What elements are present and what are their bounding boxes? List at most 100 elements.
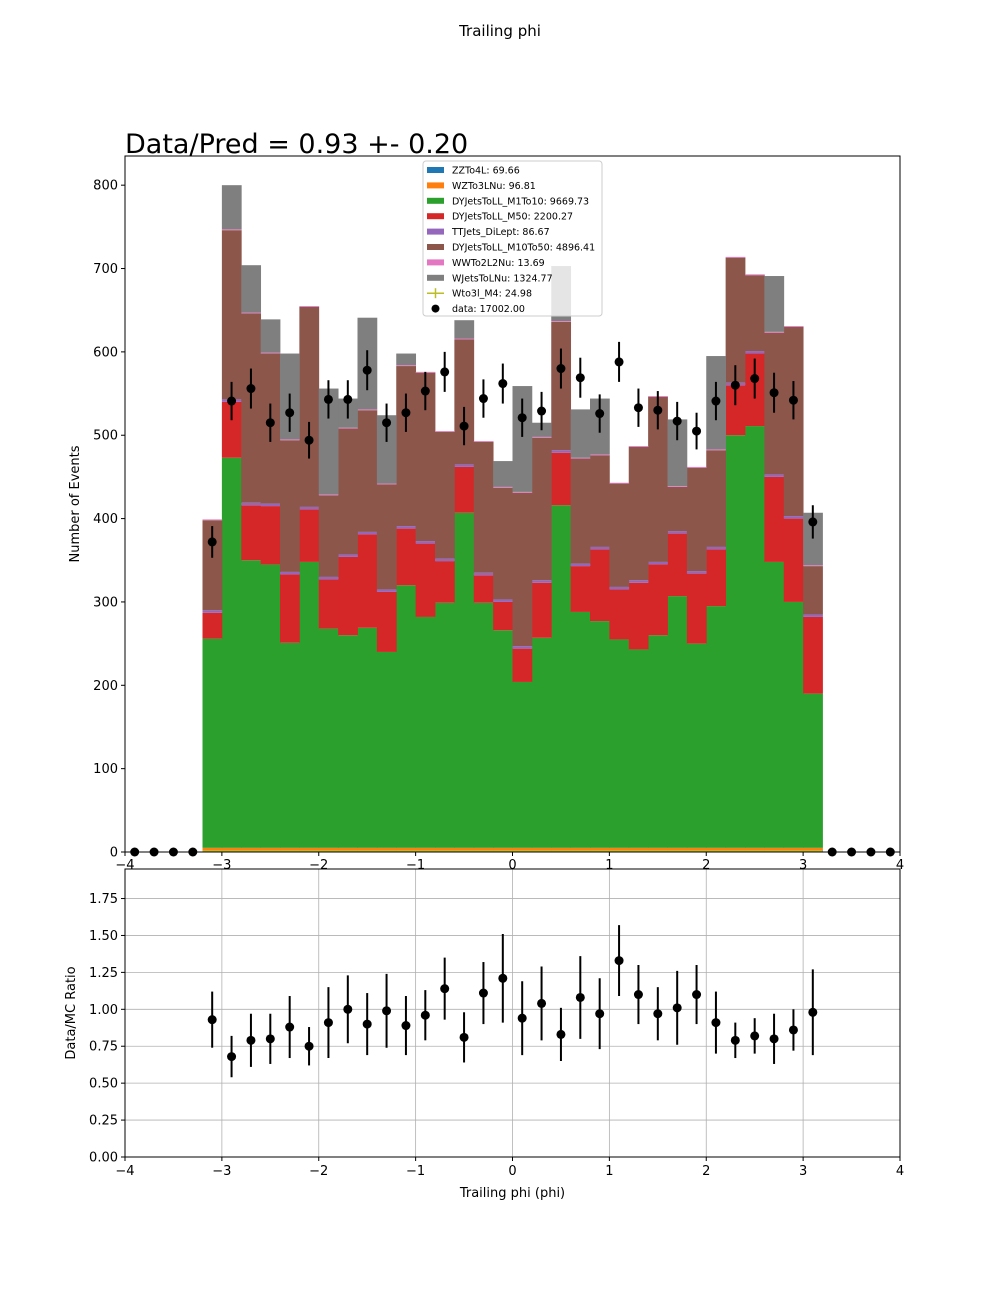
- bar: [609, 847, 630, 851]
- ratio-point: [246, 1035, 256, 1045]
- bar: [706, 546, 727, 550]
- data-point: [478, 394, 488, 404]
- bar: [609, 586, 630, 590]
- y-tick-label: 0.25: [89, 1114, 118, 1129]
- y-tick-label: 400: [93, 512, 118, 527]
- bar: [493, 599, 513, 602]
- bar: [551, 847, 572, 851]
- ratio-point: [692, 990, 702, 1000]
- bar: [764, 276, 785, 332]
- bar: [396, 526, 417, 529]
- legend-entry: DYJetsToLL_M1To10: 9669.73: [427, 196, 589, 207]
- ratio-point: [614, 956, 624, 966]
- data-point: [730, 380, 740, 390]
- data-point: [575, 373, 585, 383]
- ratio-point: [207, 1015, 217, 1025]
- bar: [706, 606, 727, 848]
- data-point: [323, 394, 333, 404]
- bar: [221, 401, 242, 458]
- y-tick-label: 300: [93, 595, 118, 610]
- bar: [512, 492, 533, 647]
- bar: [609, 589, 630, 640]
- bar: [783, 326, 804, 327]
- bar: [628, 580, 649, 583]
- ratio-point: [304, 1041, 314, 1051]
- y-tick-label: 0.75: [89, 1040, 118, 1055]
- bar: [570, 611, 591, 848]
- data-point: [265, 418, 275, 428]
- bar: [454, 512, 475, 848]
- bar: [590, 847, 610, 851]
- bar: [454, 464, 475, 467]
- ratio-point: [730, 1035, 740, 1045]
- bar: [318, 628, 339, 848]
- bar: [280, 571, 300, 575]
- bar: [803, 512, 823, 566]
- bar: [299, 306, 320, 507]
- legend-swatch: [427, 228, 444, 235]
- bar: [396, 366, 417, 527]
- bar: [415, 372, 436, 542]
- data-pred-annotation: Data/Pred = 0.93 +- 0.20: [125, 129, 469, 160]
- bar: [299, 561, 320, 848]
- bar: [648, 561, 668, 565]
- bar: [551, 321, 572, 322]
- ratio-point: [653, 1009, 663, 1019]
- ratio-point: [343, 1004, 353, 1014]
- y-tick-label: 1.75: [89, 892, 118, 907]
- bar: [686, 571, 707, 574]
- bar: [260, 503, 281, 507]
- bar: [260, 564, 281, 848]
- x-tick-label: 1: [605, 858, 613, 873]
- bar: [202, 519, 223, 521]
- bar: [783, 601, 804, 848]
- ratio-point: [265, 1034, 275, 1044]
- bar: [435, 431, 455, 559]
- bar: [454, 847, 475, 851]
- bar: [590, 549, 610, 622]
- bar: [202, 612, 223, 639]
- bar: [531, 437, 552, 581]
- bar: [667, 533, 688, 597]
- bar: [376, 589, 397, 592]
- y-tick-label: 800: [93, 179, 118, 194]
- data-point: [498, 379, 508, 389]
- bar: [357, 534, 378, 628]
- main-y-ticks: 0 100 200 300 400 500 600 700 800: [93, 179, 125, 861]
- data-point: [207, 537, 217, 547]
- bar: [241, 312, 262, 314]
- bar: [454, 339, 475, 465]
- bar: [221, 847, 242, 851]
- bar: [686, 847, 707, 851]
- bar: [725, 257, 746, 383]
- data-point: [808, 517, 818, 527]
- bar: [357, 531, 378, 535]
- legend-label: DYJetsToLL_M10To50: 4896.41: [452, 243, 595, 254]
- y-tick-label: 1.50: [89, 929, 118, 944]
- bar: [512, 648, 533, 682]
- bar: [299, 306, 320, 307]
- ratio-point: [362, 1019, 372, 1029]
- y-tick-label: 600: [93, 345, 118, 360]
- legend-entry: WZTo3LNu: 96.81: [427, 181, 536, 192]
- bar: [396, 528, 417, 586]
- main-histogram-panel: −4 −3 −2 −1 0 1 2 3 40100200300400500600700800Nu…: [68, 155, 904, 873]
- bar: [725, 256, 746, 258]
- bar: [803, 614, 823, 617]
- bar: [202, 520, 223, 611]
- legend-box: [422, 160, 603, 317]
- bar: [435, 847, 455, 851]
- bar: [493, 601, 513, 631]
- bar: [648, 847, 668, 851]
- legend: ZZTo4L: 69.66 WZTo3LNu: 96.81 DYJetsToLL_M…: [422, 160, 603, 317]
- ratio-point: [788, 1025, 798, 1035]
- data-point: [614, 357, 624, 367]
- bar: [454, 338, 475, 340]
- bar: [628, 582, 649, 650]
- bar: [376, 415, 397, 484]
- bar: [590, 546, 610, 550]
- data-point: [382, 418, 392, 428]
- legend-swatch: [431, 304, 440, 313]
- bar: [764, 474, 785, 477]
- ratio-point: [401, 1021, 411, 1031]
